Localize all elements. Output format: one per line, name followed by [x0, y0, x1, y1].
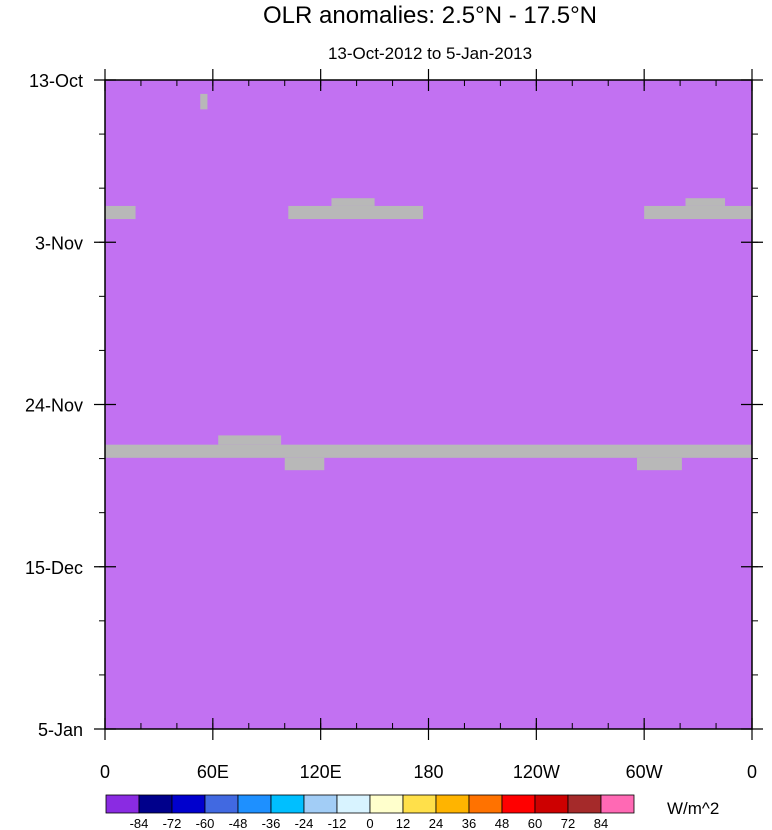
x-tick-label: 0	[100, 762, 110, 782]
x-axis: 0 60E 120E 180 120W 60W 0	[100, 69, 757, 782]
colorbar-label: 48	[495, 816, 509, 830]
colorbar-label: 12	[396, 816, 410, 830]
colorbar-label: 0	[366, 816, 373, 830]
missing-data-segment	[636, 457, 682, 471]
colorbar-swatch	[336, 794, 371, 814]
missing-data-segment	[288, 205, 424, 220]
colorbar-label: -84	[130, 816, 149, 830]
y-tick-label: 5-Jan	[38, 720, 83, 740]
missing-data-segment	[218, 435, 282, 445]
chart-subtitle: 13-Oct-2012 to 5-Jan-2013	[328, 44, 532, 63]
missing-data-segment	[105, 444, 752, 458]
missing-data-segment	[331, 198, 375, 206]
colorbar-swatch	[402, 794, 437, 814]
colorbar-label: 60	[528, 816, 542, 830]
colorbar-swatch	[204, 794, 239, 814]
colorbar-units: W/m^2	[667, 799, 719, 818]
colorbar-swatch	[369, 794, 404, 814]
colorbar-label: -36	[262, 816, 281, 830]
y-tick-label: 24-Nov	[25, 396, 83, 416]
colorbar-swatch	[435, 794, 470, 814]
colorbar-swatch	[534, 794, 569, 814]
x-tick-label: 180	[413, 762, 443, 782]
colorbar-swatch	[171, 794, 206, 814]
colorbar-label: 84	[594, 816, 608, 830]
missing-data-segment	[200, 93, 208, 110]
colorbar-swatch	[600, 794, 635, 814]
missing-data-segment	[105, 205, 136, 220]
y-tick-label: 15-Dec	[25, 558, 83, 578]
colorbar-label: 24	[429, 816, 443, 830]
plot-area	[105, 80, 752, 729]
missing-data-segment	[644, 205, 752, 220]
x-tick-label: 120W	[513, 762, 560, 782]
colorbar-swatch	[303, 794, 338, 814]
colorbar-label: -24	[295, 816, 314, 830]
colorbar-label: -48	[229, 816, 248, 830]
colorbar-swatch	[105, 794, 140, 814]
y-tick-label: 13-Oct	[29, 71, 83, 91]
colorbar-swatch	[501, 794, 536, 814]
chart-title: OLR anomalies: 2.5°N - 17.5°N	[263, 2, 597, 29]
colorbar-swatch	[468, 794, 503, 814]
colorbar-swatch	[270, 794, 305, 814]
anomaly-field	[105, 80, 752, 729]
colorbar-label: 36	[462, 816, 476, 830]
colorbar-label: -72	[163, 816, 182, 830]
missing-data-layer	[105, 93, 752, 471]
colorbar-label: 72	[561, 816, 575, 830]
colorbar-swatch	[138, 794, 173, 814]
colorbar-swatch	[567, 794, 602, 814]
missing-data-segment	[685, 198, 726, 206]
y-axis: 13-Oct 3-Nov 24-Nov 15-Dec 5-Jan	[25, 71, 763, 740]
colorbar: -84 -72 -60 -48 -36 -24 -12 0 12 24 36 48 60 72 84	[105, 794, 635, 830]
colorbar-label: -60	[196, 816, 215, 830]
x-tick-label: 60W	[626, 762, 663, 782]
missing-data-segment	[284, 457, 325, 471]
y-tick-label: 3-Nov	[35, 233, 83, 253]
x-tick-label: 120E	[300, 762, 342, 782]
colorbar-swatch	[237, 794, 272, 814]
x-tick-label: 0	[747, 762, 757, 782]
x-tick-label: 60E	[197, 762, 229, 782]
colorbar-label: -12	[328, 816, 347, 830]
